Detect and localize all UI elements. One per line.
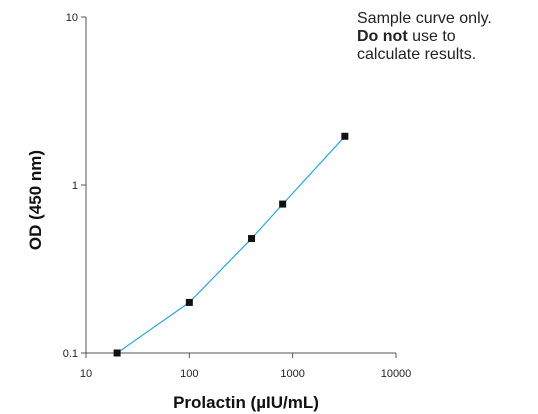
data-point-0-1 <box>185 298 193 306</box>
note-line-2: Do not use to <box>357 28 537 46</box>
ticks: 0.1 1 10 10 100 1000 10000 <box>63 12 412 380</box>
note-line-3: calculate results. <box>357 46 477 63</box>
y-axis-title: OD (450 nm) <box>26 150 45 250</box>
y-tick-label-0: 0.1 <box>63 348 78 360</box>
data-point-0-0 <box>113 349 121 357</box>
x-tick-label-3: 10000 <box>381 368 412 380</box>
note-bold-text: Do not <box>357 28 408 45</box>
data-point-0-2 <box>248 235 256 243</box>
note-line-1: Sample curve only. <box>357 10 492 27</box>
data-point-0-3 <box>279 200 287 208</box>
x-tick-label-0: 10 <box>80 368 92 380</box>
series <box>113 132 349 357</box>
sample-curve-note: Sample curve only. Do not use to calcula… <box>357 10 537 64</box>
x-tick-label-2: 1000 <box>280 368 304 380</box>
y-tick-label-1: 1 <box>72 180 78 192</box>
note-line-2-rest: use to <box>407 28 456 45</box>
series-line-0 <box>116 135 346 354</box>
axes <box>85 17 396 354</box>
y-tick-label-2: 10 <box>66 12 78 24</box>
x-axis-title: Prolactin (µIU/mL) <box>173 393 319 412</box>
data-point-0-4 <box>341 132 349 140</box>
x-tick-label-1: 100 <box>180 368 198 380</box>
